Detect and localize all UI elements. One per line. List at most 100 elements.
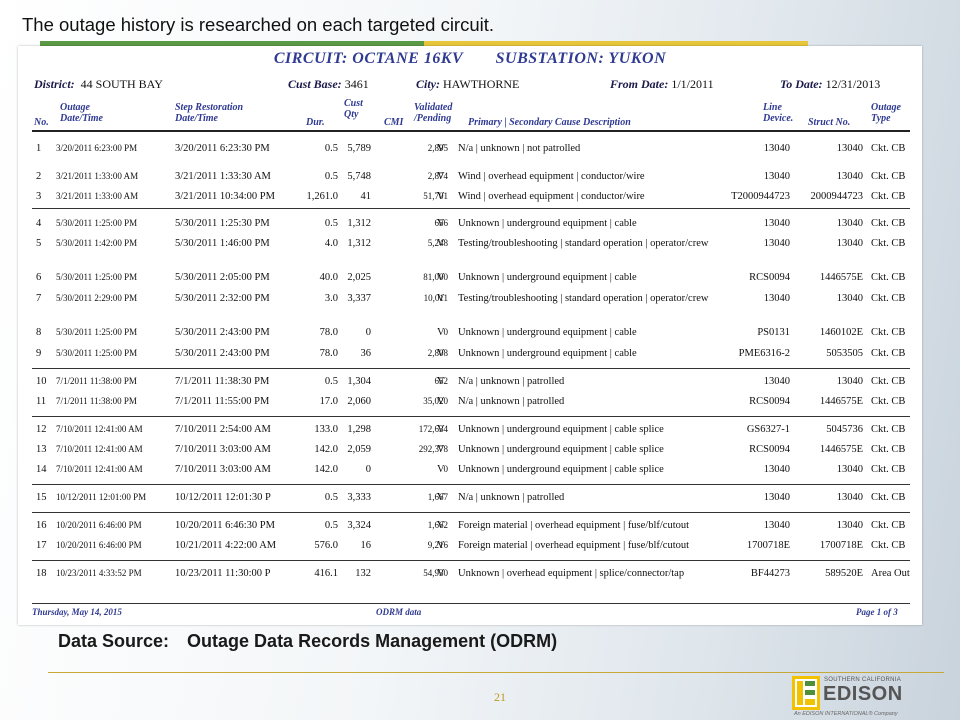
cell-struct: 5045736 <box>826 424 863 435</box>
cell-no: 16 <box>36 520 47 531</box>
cell-v: V <box>437 191 445 202</box>
cell-line: RCS0094 <box>749 272 790 283</box>
cell-type: Ckt. CB <box>871 191 906 202</box>
cell-desc: Foreign material | overhead equipment | … <box>458 540 690 551</box>
cell-type: Ckt. CB <box>871 238 906 249</box>
cell-v: V <box>437 492 445 503</box>
cell-line: 13040 <box>763 218 790 229</box>
cell-step: 7/10/2011 2:54:00 AM <box>175 424 271 435</box>
cell-type: Ckt. CB <box>871 424 906 435</box>
cell-cmi: 656 <box>434 218 449 228</box>
header-step: Step Restoration Date/Time <box>175 102 244 124</box>
header-outage: Outage Date/Time <box>60 102 103 124</box>
cell-desc: N/a | unknown | patrolled <box>458 376 565 387</box>
cell-v: V <box>437 568 445 579</box>
cell-outage: 5/30/2011 1:42:00 PM <box>56 238 138 248</box>
cell-step: 10/21/2011 4:22:00 AM <box>175 540 277 551</box>
cell-outage: 7/10/2011 12:41:00 AM <box>56 464 143 474</box>
substation-name: SUBSTATION: YUKON <box>495 50 667 67</box>
cell-cmi: 10,011 <box>423 293 448 303</box>
cell-desc: Wind | overhead equipment | conductor/wi… <box>458 171 645 182</box>
cell-line: 13040 <box>763 143 790 154</box>
cell-qty: 5,748 <box>347 171 371 182</box>
circuit-name: CIRCUIT: OCTANE 16KV <box>273 50 464 67</box>
report-date: Thursday, May 14, 2015 <box>32 607 122 617</box>
group-divider <box>32 560 910 561</box>
cell-type: Ckt. CB <box>871 464 906 475</box>
cell-v: V <box>437 444 445 455</box>
cell-line: 13040 <box>763 293 790 304</box>
cell-cmi: 1,667 <box>427 492 448 502</box>
cell-v: V <box>437 396 445 407</box>
cell-type: Ckt. CB <box>871 520 906 531</box>
cell-qty: 5,789 <box>347 143 371 154</box>
cell-desc: Unknown | underground equipment | cable <box>458 272 637 283</box>
cell-step: 5/30/2011 1:46:00 PM <box>175 238 270 249</box>
cell-qty: 3,337 <box>347 293 371 304</box>
header-cmi: CMI <box>384 117 404 128</box>
cell-desc: Unknown | underground equipment | cable <box>458 348 637 359</box>
cell-cmi: 652 <box>434 376 449 386</box>
cell-step: 5/30/2011 1:25:30 PM <box>175 218 270 229</box>
cell-qty: 2,060 <box>347 396 371 407</box>
cell-dur: 1,261.0 <box>306 191 339 202</box>
cell-struct: 1446575E <box>819 396 863 407</box>
cell-step: 5/30/2011 2:05:00 PM <box>175 272 270 283</box>
cell-cmi: 2,895 <box>427 143 448 153</box>
cell-dur: 3.0 <box>324 293 338 304</box>
cell-cmi: 0 <box>443 464 449 474</box>
cell-line: 13040 <box>763 171 790 182</box>
cell-struct: 1460102E <box>819 327 863 338</box>
cell-struct: 13040 <box>836 218 863 229</box>
cell-struct: 1446575E <box>819 272 863 283</box>
cell-v: V <box>437 520 445 531</box>
logo-tagline: An EDISON INTERNATIONAL® Company <box>794 711 898 717</box>
cell-dur: 0.5 <box>324 143 338 154</box>
cell-dur: 78.0 <box>319 327 338 338</box>
cell-v: V <box>437 424 445 435</box>
cell-outage: 7/1/2011 11:38:00 PM <box>56 376 137 386</box>
cell-no: 2 <box>36 171 42 182</box>
cell-qty: 1,312 <box>347 238 371 249</box>
footer-rule <box>48 672 944 673</box>
cell-type: Ckt. CB <box>871 272 906 283</box>
cell-outage: 10/23/2011 4:33:52 PM <box>56 568 142 578</box>
cell-v: V <box>437 376 445 387</box>
cell-dur: 0.5 <box>324 520 338 531</box>
cell-type: Ckt. CB <box>871 327 906 338</box>
cell-outage: 7/1/2011 11:38:00 PM <box>56 396 137 406</box>
header-validated: Validated /Pending <box>414 102 453 124</box>
cell-qty: 1,312 <box>347 218 371 229</box>
cell-desc: Unknown | overhead equipment | splice/co… <box>458 568 685 579</box>
from-date-field: From Date: 1/1/2011 <box>610 77 714 91</box>
logo-wordmark: EDISON <box>823 683 903 705</box>
cell-struct: 2000944723 <box>810 191 864 202</box>
cell-dur: 142.0 <box>314 444 338 455</box>
group-divider <box>32 512 910 513</box>
cell-qty: 3,333 <box>347 492 371 503</box>
cell-cmi: 292,378 <box>418 444 448 454</box>
cell-v: V <box>437 540 445 551</box>
cell-step: 5/30/2011 2:43:00 PM <box>175 348 270 359</box>
cust-base-field: Cust Base: 3461 <box>288 77 369 91</box>
slide-page-number: 21 <box>494 690 506 704</box>
city-field: City: HAWTHORNE <box>416 77 520 91</box>
header-line: Line Device. <box>763 102 794 124</box>
header-struct: Struct No. <box>808 117 851 128</box>
header-divider <box>32 130 910 132</box>
cell-no: 9 <box>36 348 42 359</box>
cell-qty: 2,059 <box>347 444 371 455</box>
cell-no: 15 <box>36 492 47 503</box>
cell-qty: 1,298 <box>347 424 371 435</box>
cell-struct: 13040 <box>836 238 863 249</box>
cell-step: 7/10/2011 3:03:00 AM <box>175 464 271 475</box>
cell-step: 7/1/2011 11:38:30 PM <box>175 376 270 387</box>
cell-desc: N/a | unknown | not patrolled <box>458 143 581 154</box>
cell-cmi: 2,808 <box>427 348 448 358</box>
cell-outage: 7/10/2011 12:41:00 AM <box>56 444 143 454</box>
cell-step: 3/20/2011 6:23:30 PM <box>175 143 270 154</box>
cell-dur: 576.0 <box>314 540 338 551</box>
cell-desc: Unknown | underground equipment | cable … <box>458 424 664 435</box>
cell-dur: 4.0 <box>324 238 338 249</box>
cell-outage: 3/21/2011 1:33:00 AM <box>56 171 139 181</box>
